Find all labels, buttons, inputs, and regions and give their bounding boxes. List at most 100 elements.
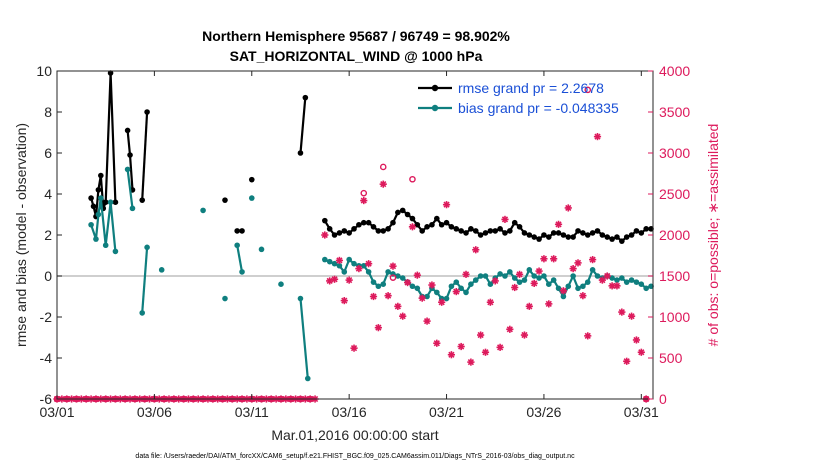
bias-point (375, 283, 382, 290)
assimilated-point (365, 260, 373, 268)
rmse-point (424, 224, 430, 230)
assimilated-point (496, 343, 504, 351)
bias-point (448, 283, 455, 290)
assimilated-point (486, 298, 494, 306)
rmse-point (638, 230, 645, 236)
assimilated-stroke (453, 288, 460, 295)
bias-point (458, 285, 464, 292)
rmse-point (468, 226, 474, 232)
assimilated-stroke (638, 349, 645, 356)
assimilated-stroke (613, 282, 621, 289)
bias-point (507, 269, 513, 275)
bias-point (365, 269, 372, 275)
rmse-point (390, 219, 396, 226)
rmse-point (90, 203, 97, 210)
assimilated-stroke (346, 276, 353, 284)
bias-point (511, 275, 518, 281)
rmse-point (360, 219, 367, 226)
rmse-point (482, 230, 489, 236)
assimilated-stroke (448, 351, 455, 358)
bias-point (414, 285, 421, 292)
bias-point (580, 283, 586, 290)
bias-point (614, 277, 620, 283)
assimilated-stroke (482, 349, 489, 356)
bias-point (258, 246, 265, 253)
assimilated-point (618, 308, 626, 316)
x-tick-label: 03/01 (39, 404, 74, 420)
bias-point (531, 273, 537, 279)
y-tick-label-right: 4000 (659, 63, 690, 79)
assimilated-point (584, 332, 592, 340)
bias-point (545, 281, 552, 288)
rmse-point (550, 230, 557, 236)
rmse-point (438, 221, 445, 228)
assimilated-stroke (531, 280, 538, 287)
y-tick-label-left: 0 (44, 268, 52, 284)
assimilated-point (384, 292, 392, 300)
bias-point (95, 211, 102, 218)
bias-point (124, 166, 131, 173)
bias-point (88, 221, 94, 228)
assimilated-stroke (423, 317, 431, 325)
assimilated-point (438, 298, 446, 306)
rmse-point (404, 211, 411, 218)
y-tick-label-left: 8 (44, 104, 52, 120)
assimilated-point (462, 270, 470, 278)
rmse-point (545, 234, 552, 240)
rmse-point (419, 228, 425, 234)
possible-point (360, 189, 368, 197)
assimilated-point (447, 351, 456, 359)
rmse-point (575, 228, 581, 234)
assimilated-stroke (428, 281, 436, 289)
rmse-point (628, 232, 635, 238)
legend: rmse grand pr = 2.2678 bias grand pr = -0… (418, 80, 619, 116)
rmse-point (302, 94, 309, 101)
rmse-point (633, 228, 640, 234)
assimilated-point (321, 231, 329, 239)
assimilated-stroke (492, 277, 499, 285)
rmse-point (458, 228, 464, 234)
bias-point (541, 273, 547, 279)
rmse-point (619, 238, 625, 244)
x-axis: 03/01 03/06 03/11 03/16 03/21 03/26 03/31 (39, 71, 659, 420)
assimilated-stroke (584, 332, 591, 339)
bias-point (98, 195, 104, 201)
assimilated-point (637, 348, 645, 356)
assimilated-stroke (336, 257, 343, 264)
assimilated-stroke (443, 201, 450, 208)
assimilated-stroke (604, 272, 611, 280)
possible-point (379, 163, 387, 171)
assimilated-stroke (608, 282, 616, 289)
assimilated-point (589, 256, 597, 264)
rmse-point (594, 228, 601, 234)
assimilated-point (506, 325, 514, 333)
rmse-point (395, 209, 401, 216)
bias-point (619, 275, 625, 281)
bias-series-line (141, 247, 149, 313)
x-tick-label: 03/26 (526, 404, 561, 420)
footnote: data file: /Users/raeder/DAI/ATM_forcXX/… (135, 453, 575, 460)
rmse-point (589, 230, 596, 236)
rmse-point (248, 176, 255, 183)
assimilated-stroke (560, 287, 567, 294)
assimilated-stroke (487, 299, 494, 306)
assimilated-point (559, 287, 568, 295)
assimilated-stroke (521, 331, 528, 339)
assimilated-point (481, 348, 490, 356)
assimilated-point (428, 281, 436, 289)
x-tick-label: 03/16 (332, 404, 367, 420)
assimilated-stroke (633, 336, 640, 344)
assimilated-point (350, 344, 358, 352)
rmse-point (144, 109, 150, 115)
assimilated-point (418, 294, 426, 302)
legend-bias-marker (431, 104, 439, 112)
legend-rmse-marker (431, 84, 439, 92)
assimilated-stroke (399, 313, 406, 320)
rmse-point (453, 226, 460, 232)
assimilated-point (593, 133, 602, 141)
y-tick-label-right: 1500 (659, 268, 690, 284)
rmse-point (375, 228, 382, 234)
bias-point (112, 248, 119, 255)
assimilated-stroke (458, 343, 465, 350)
